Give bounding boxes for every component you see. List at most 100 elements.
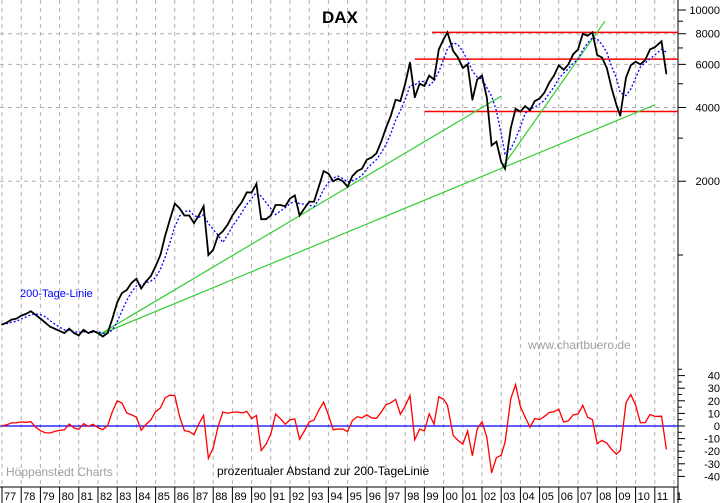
watermark: www.chartbuero.de xyxy=(528,338,631,352)
price-point xyxy=(10,318,13,321)
price-point xyxy=(504,167,506,170)
price-point xyxy=(510,127,512,129)
price-point xyxy=(15,317,18,320)
oscillator-point xyxy=(471,455,473,457)
oscillator-point xyxy=(308,421,310,423)
oscillator-point xyxy=(558,408,560,410)
oscillator-point xyxy=(347,430,349,433)
price-point xyxy=(303,207,306,210)
oscillator-point xyxy=(404,405,406,407)
price-point xyxy=(150,275,152,277)
price-point xyxy=(274,204,277,206)
oscillator-point xyxy=(318,409,320,411)
price-point xyxy=(260,218,263,220)
y-tick-label: 2000 xyxy=(696,176,720,188)
oscillator-point xyxy=(342,428,344,430)
oscillator-point xyxy=(222,411,224,413)
oscillator-point xyxy=(236,411,238,413)
osc-y-tick-label: 10 xyxy=(708,408,720,420)
price-point xyxy=(279,204,282,206)
price-point xyxy=(567,63,570,66)
oscillator-point xyxy=(644,422,646,424)
price-point xyxy=(337,177,339,180)
oscillator-point xyxy=(606,442,608,444)
oscillator-point xyxy=(275,413,277,415)
x-tick-label: 77 xyxy=(4,491,16,503)
oscillator-point xyxy=(587,416,589,418)
oscillator-point xyxy=(380,411,382,413)
price-point xyxy=(462,67,464,69)
price-point xyxy=(284,205,287,208)
oscillator-point xyxy=(68,423,70,425)
oscillator-point xyxy=(246,410,248,412)
price-point xyxy=(322,170,325,172)
price-point xyxy=(586,34,589,37)
price-point xyxy=(121,292,123,294)
oscillator-point xyxy=(337,428,339,430)
oscillator-point xyxy=(433,423,435,425)
price-point xyxy=(610,87,613,89)
oscillator-point xyxy=(375,417,377,419)
oscillator-point xyxy=(476,428,478,430)
x-tick-label: 87 xyxy=(196,491,208,503)
oscillator-point xyxy=(625,402,627,404)
oscillator-point xyxy=(395,398,397,400)
price-point xyxy=(529,109,531,111)
oscillator-point xyxy=(284,423,286,425)
oscillator-point xyxy=(174,394,176,397)
price-point xyxy=(519,110,522,113)
oscillator-point xyxy=(438,396,440,398)
price-point xyxy=(198,214,200,217)
price-point xyxy=(418,82,421,85)
price-point xyxy=(44,321,46,324)
price-point xyxy=(442,38,445,41)
price-point xyxy=(265,218,267,220)
price-point xyxy=(178,207,181,210)
x-tick-label: 1 xyxy=(676,491,682,503)
price-point xyxy=(438,48,440,51)
oscillator-point xyxy=(299,438,301,440)
price-point xyxy=(241,200,243,203)
oscillator-point xyxy=(212,447,214,449)
price-point xyxy=(202,205,205,208)
x-tick-label: 88 xyxy=(215,491,227,503)
oscillator-point xyxy=(615,453,618,455)
price-point xyxy=(591,31,594,34)
x-tick-label: 06 xyxy=(561,491,573,503)
x-tick-label: 80 xyxy=(62,491,74,503)
price-point xyxy=(332,180,335,183)
x-tick-label: 04 xyxy=(522,491,534,503)
x-tick-label: 97 xyxy=(388,491,400,503)
price-point xyxy=(97,332,99,334)
price-point xyxy=(601,56,603,59)
oscillator-point xyxy=(366,414,368,416)
oscillator-point xyxy=(83,423,85,425)
oscillator-line xyxy=(1,382,667,473)
oscillator-point xyxy=(327,414,329,416)
x-tick-label: 92 xyxy=(292,491,304,503)
oscillator-point xyxy=(409,394,411,397)
oscillator-point xyxy=(665,448,667,450)
price-point xyxy=(572,53,574,56)
osc-y-tick-label: -10 xyxy=(704,434,720,446)
price-point xyxy=(457,56,459,59)
price-point xyxy=(625,76,627,79)
oscillator-point xyxy=(97,427,99,429)
price-point xyxy=(116,301,118,304)
oscillator-point xyxy=(611,448,613,450)
oscillator-point xyxy=(356,416,358,418)
osc-y-tick-label: 0 xyxy=(714,421,720,433)
oscillator-point xyxy=(323,401,325,403)
oscillator-point xyxy=(423,430,425,432)
ma-series-label: 200-Tage-Linie xyxy=(20,288,93,300)
x-tick-label: 11 xyxy=(657,491,668,503)
price-point xyxy=(212,249,214,251)
price-point xyxy=(665,72,668,75)
price-point xyxy=(63,332,66,334)
oscillator-point xyxy=(443,398,445,400)
oscillator-point xyxy=(572,414,574,416)
price-point xyxy=(495,140,498,143)
oscillator-point xyxy=(500,454,502,456)
price-point xyxy=(294,194,296,197)
ma-200-line xyxy=(1,36,667,335)
